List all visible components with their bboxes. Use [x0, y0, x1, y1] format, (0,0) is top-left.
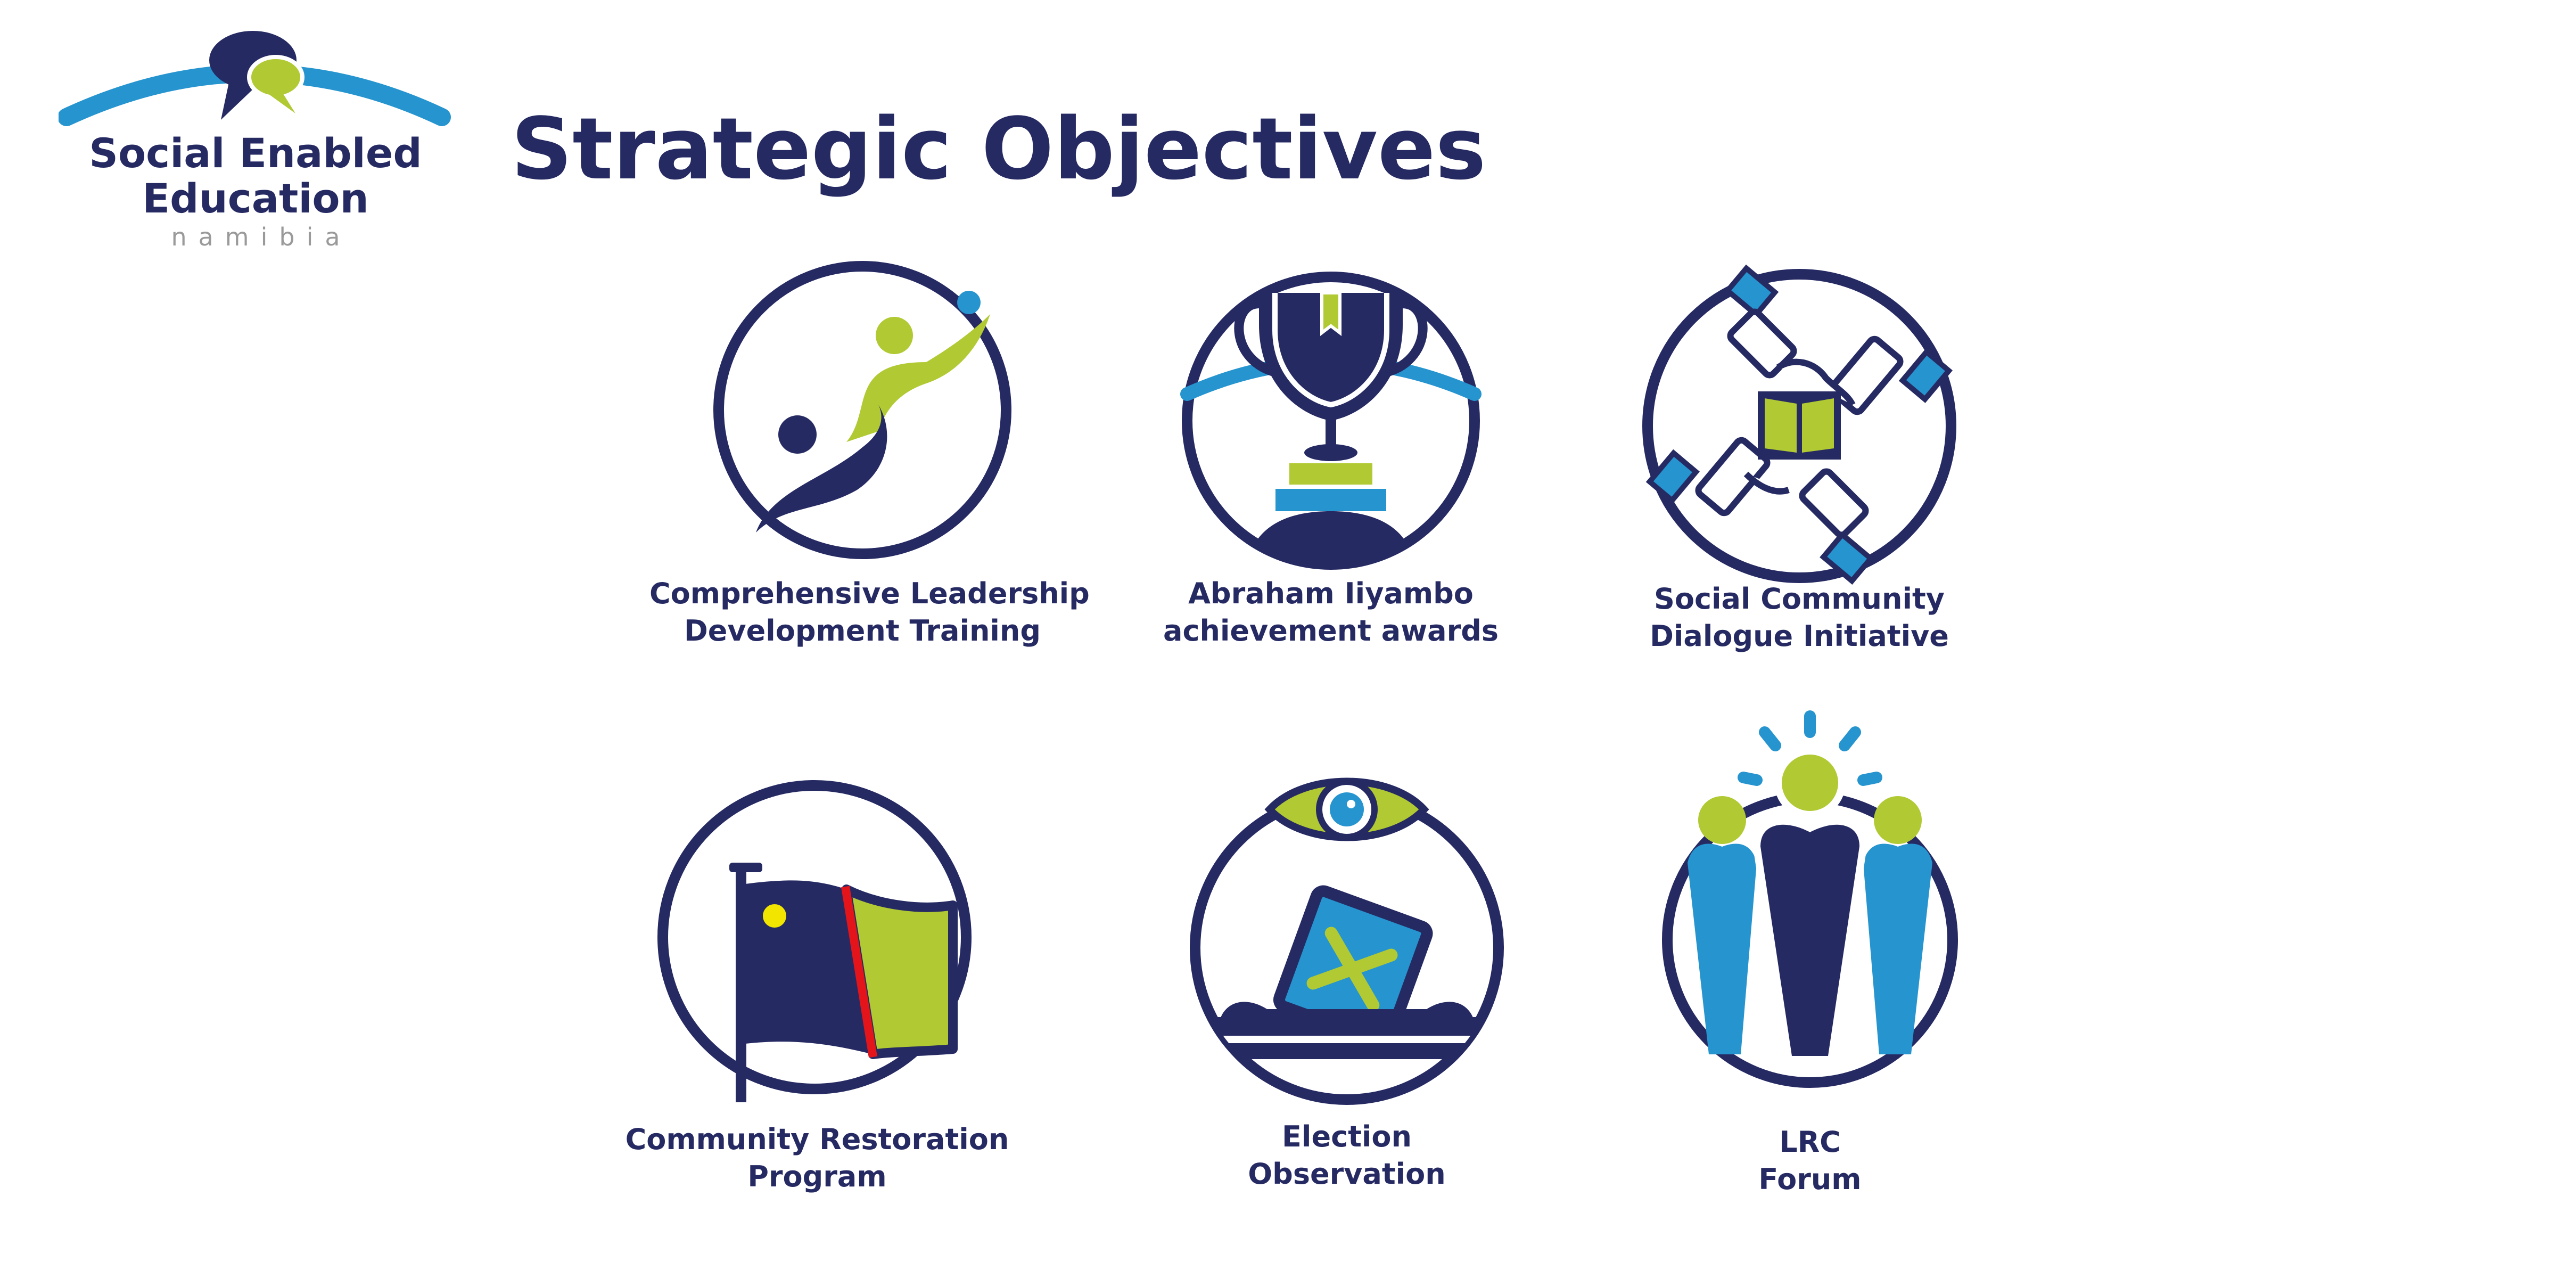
objective-restoration: Community Restoration Program	[626, 777, 1009, 1193]
people-group-icon	[1662, 710, 1958, 1088]
objective-label: Social Community Dialogue Initiative	[1650, 582, 1949, 653]
objective-election: Election Observation	[1182, 767, 1512, 1191]
objective-label: Community Restoration Program	[625, 1123, 1009, 1193]
objective-label: Election Observation	[1248, 1120, 1446, 1191]
flag-icon	[657, 780, 972, 1102]
ballot-eye-icon	[1190, 777, 1504, 1105]
page-title: Strategic Objectives	[511, 99, 1486, 199]
objective-leadership: Comprehensive Leadership Development Tra…	[649, 256, 1090, 648]
objective-label: Comprehensive Leadership Development Tra…	[649, 577, 1090, 648]
brand-name-line1: Social Enabled	[89, 129, 422, 177]
objective-label: Abraham Iiyambo achievement awards	[1163, 577, 1499, 648]
brand-logo: Social Enabled Education namibia	[59, 29, 452, 258]
objective-awards: Abraham Iiyambo achievement awards	[1163, 261, 1499, 648]
objective-dialogue: Social Community Dialogue Initiative	[1634, 261, 1964, 653]
brand-subtitle: namibia	[171, 223, 352, 251]
speech-bubble-arc-icon	[59, 31, 451, 126]
brand-name-line2: Education	[142, 175, 369, 222]
leadership-figure-icon	[713, 261, 1011, 559]
handshake-book-icon	[1642, 264, 1956, 585]
objective-label: LRC Forum	[1758, 1125, 1862, 1196]
trophy-icon	[1180, 272, 1482, 570]
objective-lrc-forum: LRC Forum	[1650, 708, 1970, 1196]
